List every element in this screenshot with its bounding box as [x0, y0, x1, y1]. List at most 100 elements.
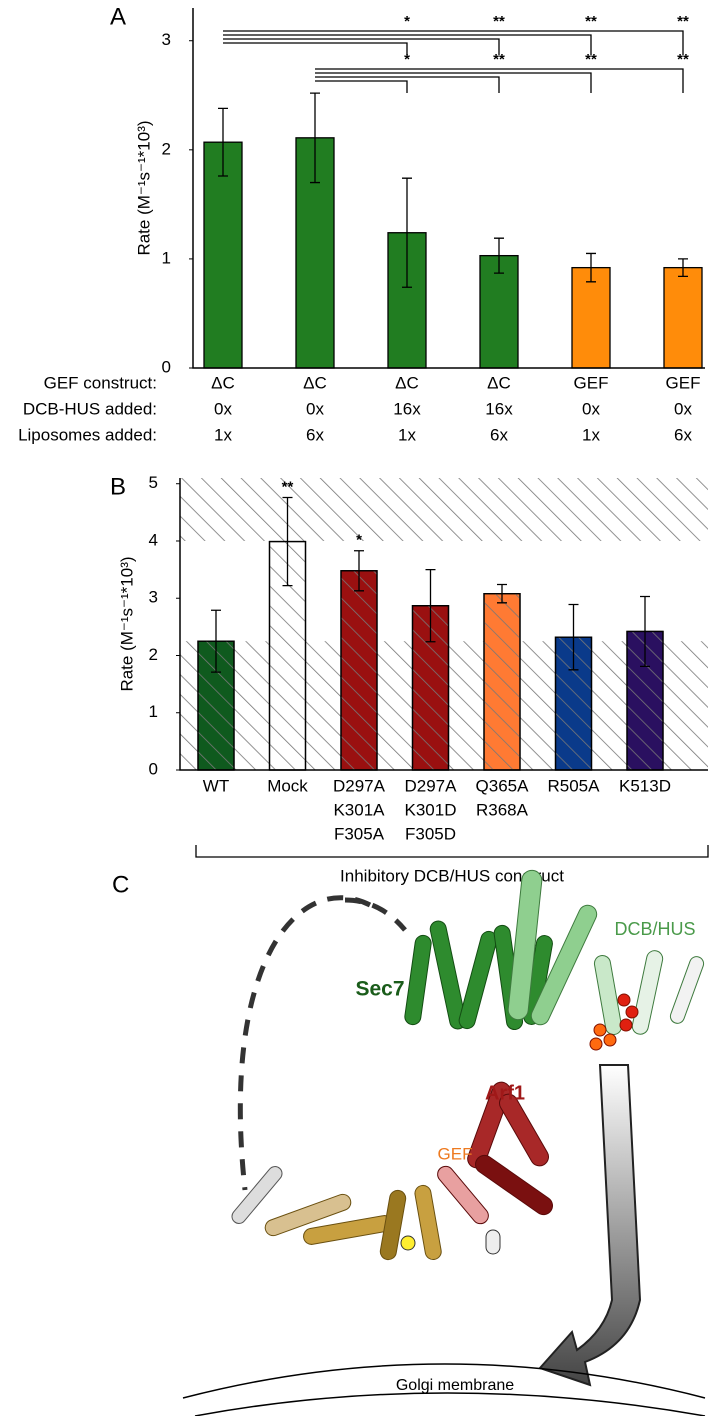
- panel-label: C: [112, 871, 129, 898]
- significance-label: *: [404, 51, 410, 68]
- y-tick-label: 2: [149, 645, 158, 664]
- significance-label: *: [356, 532, 362, 549]
- table-cell: 1x: [582, 425, 600, 444]
- significance-label: **: [493, 51, 505, 68]
- table-cell: 0x: [582, 399, 600, 418]
- significance-label: *: [404, 13, 410, 30]
- error-bar: [586, 252, 596, 283]
- x-tick-label: R368A: [476, 800, 529, 819]
- x-tick-label: R505A: [548, 776, 601, 795]
- table-cell: 16x: [485, 399, 513, 418]
- x-tick-label: Mock: [267, 776, 308, 795]
- significance-bracket: [315, 76, 500, 93]
- table-cell: ΔC: [487, 373, 511, 392]
- dcb-hus-domain: [507, 869, 705, 1036]
- sec7-label: Sec7: [355, 978, 404, 1001]
- table-cell: ΔC: [303, 373, 327, 392]
- significance-bracket: [315, 68, 684, 93]
- error-bar: [497, 583, 507, 604]
- arrow: [538, 1064, 642, 1387]
- table-cell: 1x: [214, 425, 232, 444]
- x-tick-label: Q365A: [476, 776, 530, 795]
- table-cell: 0x: [674, 399, 692, 418]
- y-tick-label: 0: [149, 759, 158, 778]
- significance-bracket: [315, 80, 408, 93]
- x-tick-label: WT: [203, 776, 229, 795]
- significance-bracket: [223, 30, 684, 55]
- y-tick-label: 3: [149, 588, 158, 607]
- significance-bracket: [223, 42, 408, 55]
- linker: [237, 895, 372, 1191]
- dcb-hus-label: DCB/HUS: [614, 919, 695, 939]
- panel-label: A: [110, 3, 126, 30]
- significance-label: **: [493, 13, 505, 30]
- x-tick-label: K513D: [619, 776, 671, 795]
- table-cell: 0x: [214, 399, 232, 418]
- bar-hatch: [340, 570, 378, 771]
- error-bar: [568, 603, 579, 671]
- y-tick-label: 1: [149, 702, 158, 721]
- x-tick-label: F305A: [334, 824, 385, 843]
- error-bar: [402, 177, 412, 288]
- bar: [203, 141, 243, 369]
- table-cell: ΔC: [211, 373, 235, 392]
- error-bar: [218, 107, 228, 177]
- mutation-sites: [589, 993, 639, 1051]
- row-label: Liposomes added:: [18, 425, 157, 444]
- arf1-label: Arf1: [485, 1082, 525, 1104]
- error-bar: [310, 92, 320, 184]
- y-tick-label: 0: [162, 357, 171, 376]
- table-cell: 0x: [306, 399, 324, 418]
- gef-domain: [231, 1166, 501, 1261]
- membrane: [194, 1392, 706, 1416]
- panel-c: C Sec7 DCB/HUS Arf1 GEF Golgi: [112, 869, 706, 1416]
- error-bar: [425, 568, 436, 643]
- y-axis-label: Rate (M⁻¹s⁻¹*10³): [117, 556, 136, 691]
- bar: [571, 266, 611, 369]
- table-cell: ΔC: [395, 373, 419, 392]
- group-bracket: [195, 845, 709, 858]
- membrane-label: Golgi membrane: [396, 1377, 514, 1394]
- row-label: DCB-HUS added:: [23, 399, 157, 418]
- error-bar: [494, 237, 504, 274]
- bar-hatch: [197, 640, 235, 771]
- significance-label: **: [585, 13, 597, 30]
- table-cell: GEF: [574, 373, 609, 392]
- axes: [192, 8, 705, 369]
- axes: [179, 478, 708, 771]
- significance-label: **: [677, 13, 689, 30]
- membrane: [182, 1363, 706, 1399]
- table-cell: 1x: [398, 425, 416, 444]
- table-cell: GEF: [666, 373, 701, 392]
- x-tick-label: F305D: [405, 824, 456, 843]
- bar: [663, 266, 703, 369]
- gef-label: GEF: [438, 1144, 473, 1163]
- y-tick-label: 2: [162, 139, 171, 158]
- charts: A Rate (M⁻¹s⁻¹*10³) 0 1 2 3 GEF construct: ΔC ΔC…: [18, 3, 709, 885]
- arf1: [437, 1081, 553, 1225]
- table-cell: 6x: [674, 425, 692, 444]
- significance-label: **: [677, 51, 689, 68]
- panel-label: B: [110, 473, 126, 500]
- x-tick-label: D297A: [405, 776, 458, 795]
- bar-hatch: [483, 593, 521, 771]
- x-tick-label: K301D: [405, 800, 457, 819]
- y-tick-label: 5: [149, 473, 158, 492]
- y-tick-label: 3: [162, 30, 171, 49]
- group-label: Inhibitory DCB/HUS construct: [340, 866, 564, 885]
- error-bar: [678, 258, 688, 278]
- significance-bracket: [223, 38, 500, 55]
- significance-label: **: [585, 51, 597, 68]
- hatched-range: [180, 478, 708, 541]
- significance-bracket: [223, 34, 592, 55]
- linker: [344, 897, 407, 932]
- x-tick-label: D297A: [333, 776, 386, 795]
- table-cell: 16x: [393, 399, 421, 418]
- y-tick-label: 4: [149, 530, 158, 549]
- error-bar: [211, 609, 221, 673]
- y-axis-label: Rate (M⁻¹s⁻¹*10³): [134, 120, 153, 255]
- error-bar: [282, 496, 293, 587]
- row-label: GEF construct:: [44, 373, 157, 392]
- error-bar: [640, 595, 650, 668]
